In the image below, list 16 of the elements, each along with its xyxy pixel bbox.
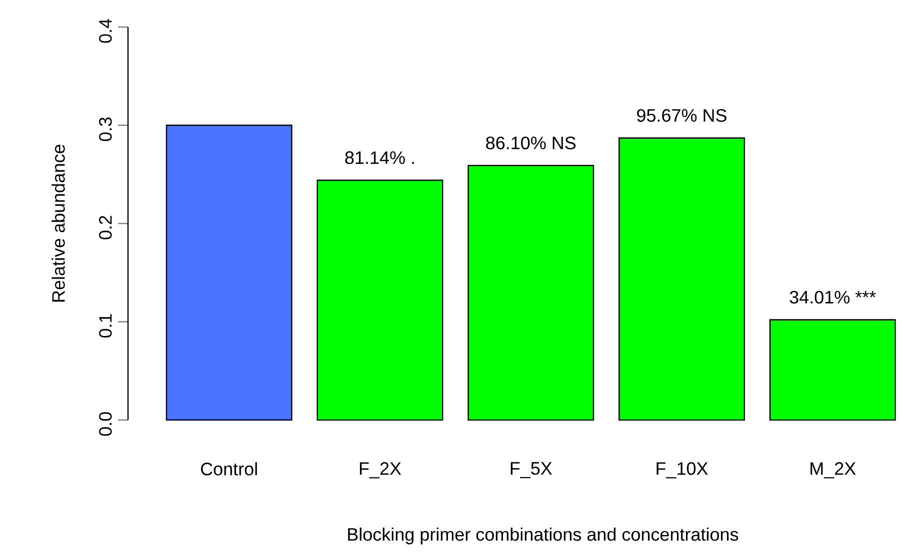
x-tick-label: M_2X bbox=[810, 462, 856, 478]
x-tick-label: Control bbox=[201, 462, 257, 476]
y-tick-label: 0.4 bbox=[99, 19, 112, 43]
x-tick-label: F_2X bbox=[360, 462, 402, 478]
x-tick-label: F_10X bbox=[656, 462, 708, 478]
annotation: 86.10% NS bbox=[486, 136, 576, 150]
y-tick-label: 0.3 bbox=[99, 118, 112, 142]
y-tick-label: 0.2 bbox=[99, 216, 112, 240]
annotation: 95.67% NS bbox=[637, 109, 726, 122]
y-tick-label: 0.1 bbox=[99, 314, 112, 338]
y-axis-title: Relative abundance bbox=[52, 144, 65, 302]
annotation: 81.14% . bbox=[345, 151, 414, 164]
x-axis-title: Blocking primer combinations and concentrations bbox=[348, 528, 738, 544]
annotation: 34.01% *** bbox=[790, 290, 876, 304]
y-tick-label: 0.0 bbox=[99, 412, 112, 436]
x-tick-label: F_5X bbox=[510, 462, 552, 478]
